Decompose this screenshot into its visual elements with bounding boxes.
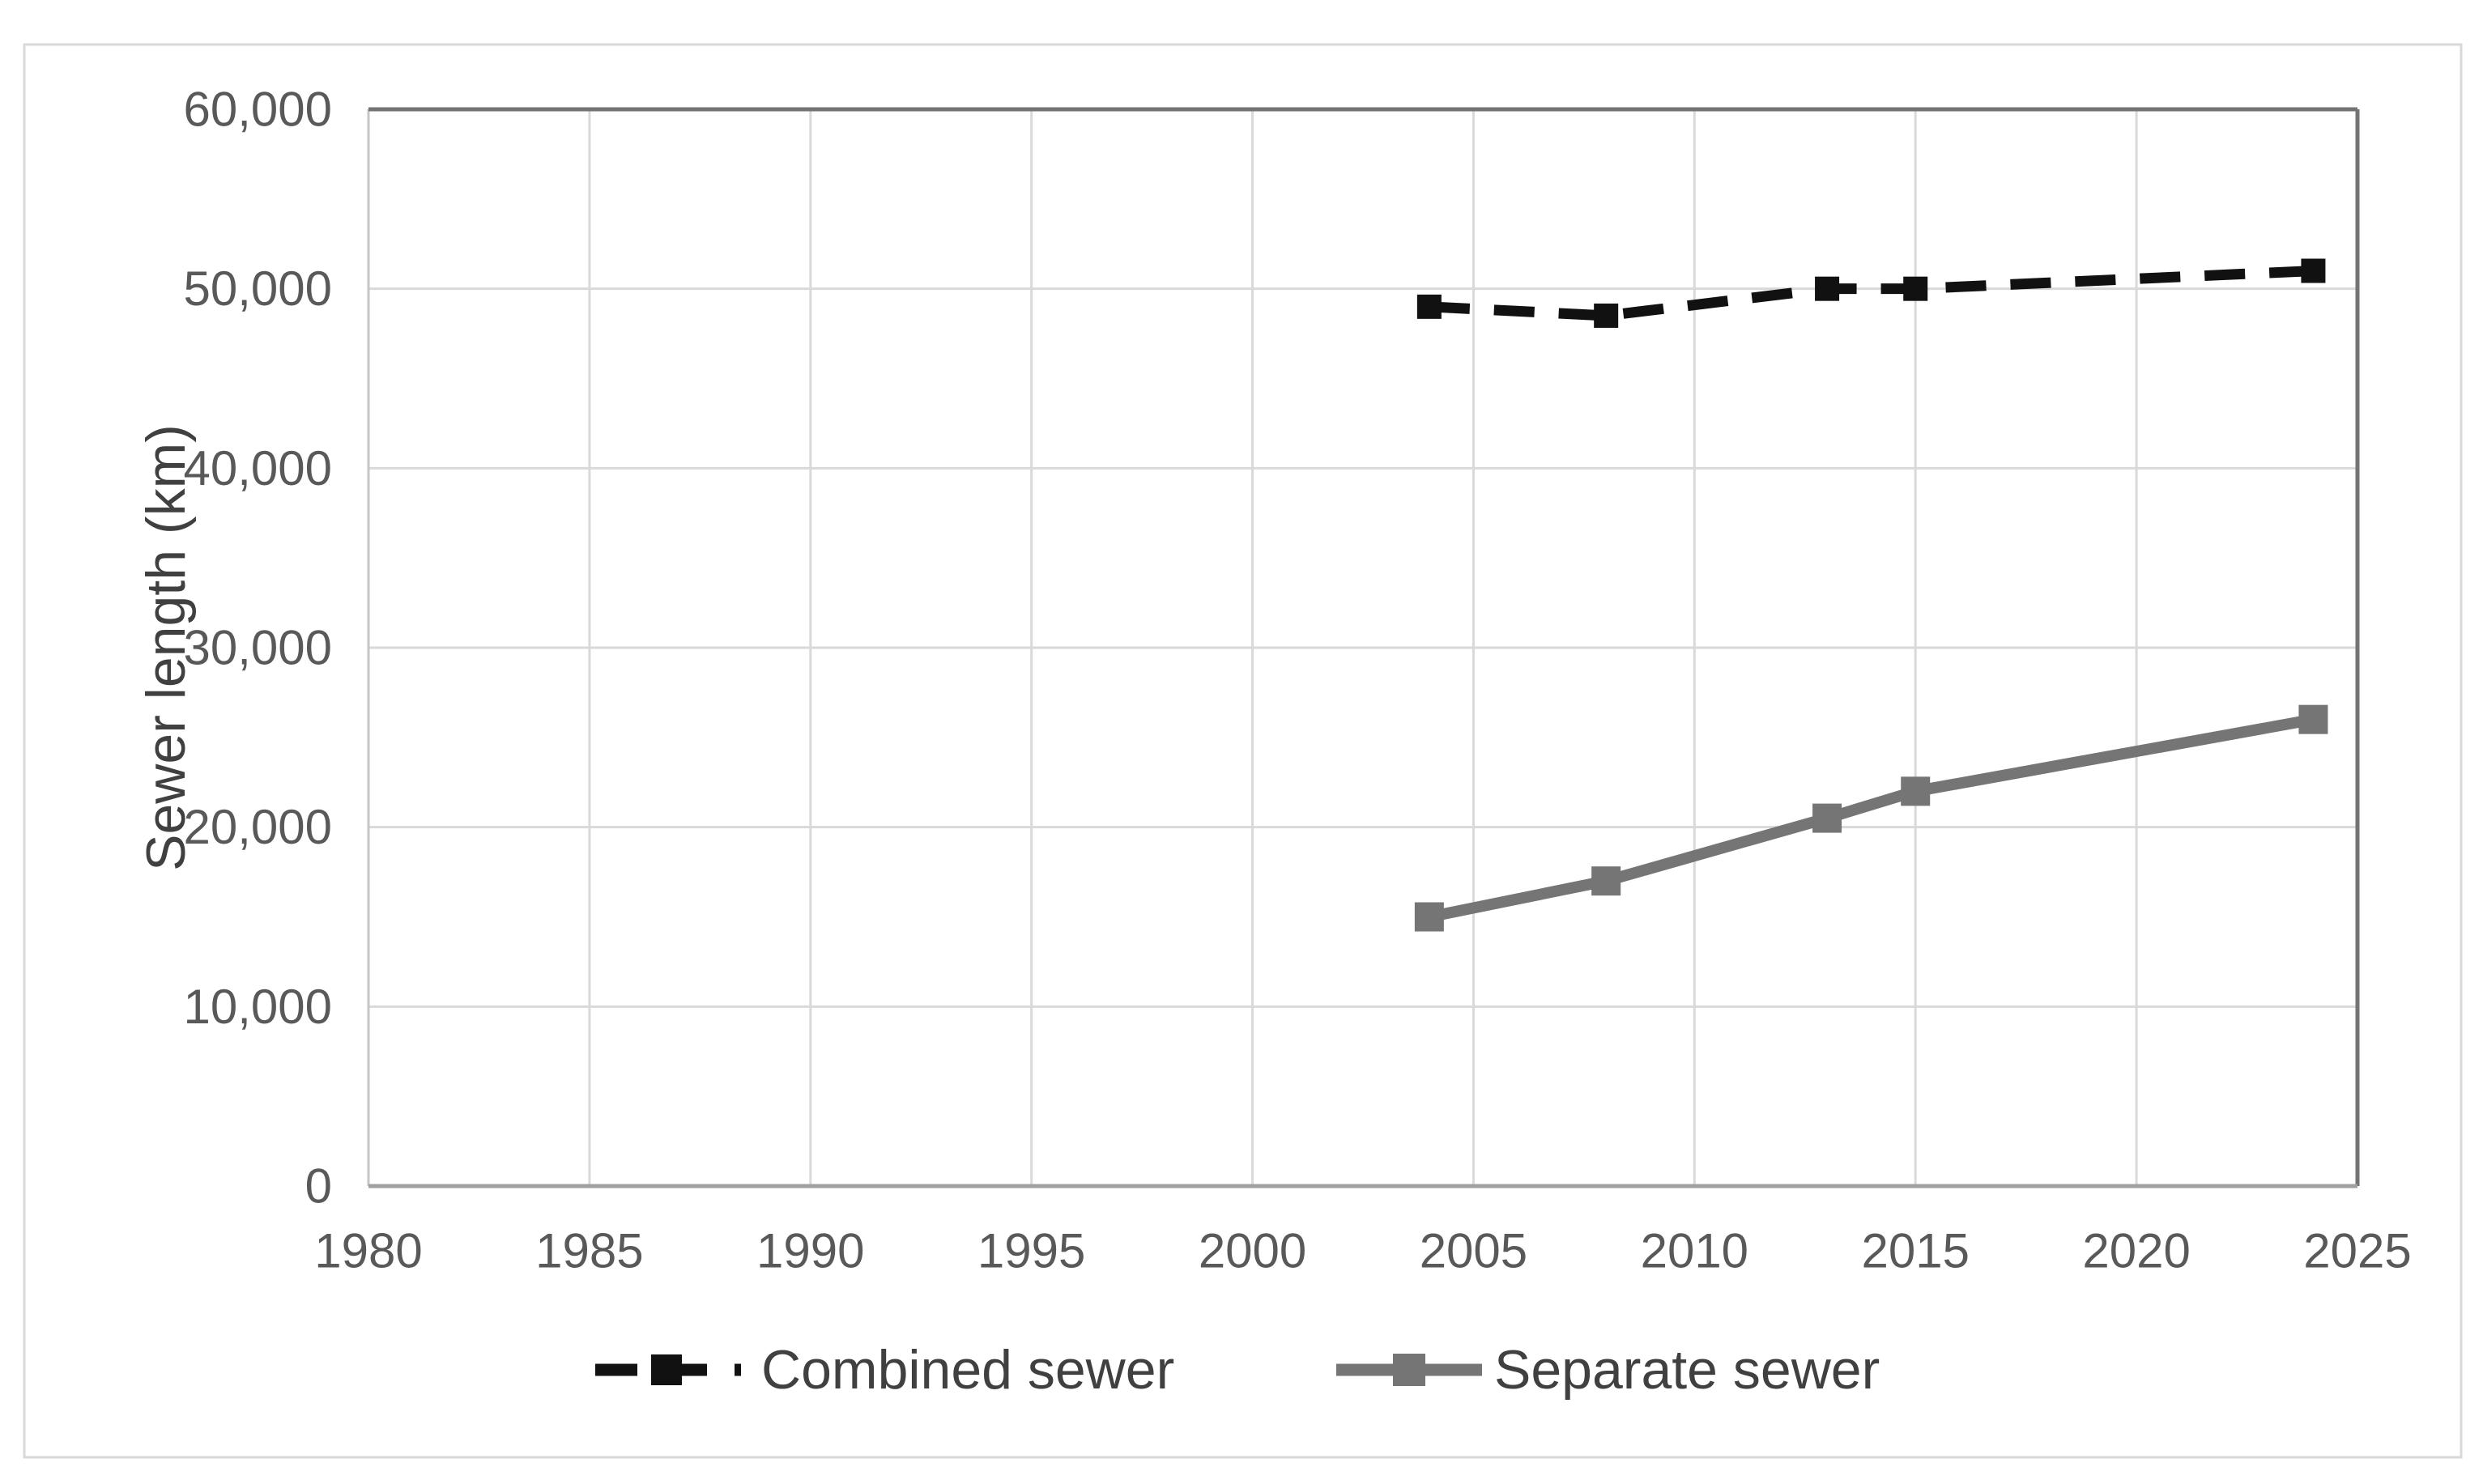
legend-combined-sewer-marker-sample — [651, 1354, 682, 1385]
x-tick-label: 1995 — [977, 1224, 1085, 1278]
x-tick-label: 1980 — [314, 1224, 422, 1278]
separate-sewer-marker — [1812, 803, 1842, 833]
y-axis-title: Sewer length (km) — [135, 424, 197, 871]
x-tick-label: 1990 — [756, 1224, 864, 1278]
x-tick-label: 2000 — [1199, 1224, 1306, 1278]
x-tick-label: 1985 — [535, 1224, 643, 1278]
y-tick-label: 50,000 — [183, 262, 332, 316]
y-tick-label: 40,000 — [183, 441, 332, 495]
separate-sewer-marker — [1901, 776, 1931, 806]
combined-sewer-marker — [1594, 303, 1619, 328]
separate-sewer-marker — [1414, 902, 1444, 932]
legend-combined-sewer-label: Combined sewer — [761, 1339, 1174, 1401]
separate-sewer-marker — [1591, 866, 1621, 896]
x-tick-label: 2025 — [2303, 1224, 2411, 1278]
separate-sewer-marker — [2298, 704, 2328, 734]
x-tick-label: 2010 — [1641, 1224, 1748, 1278]
y-tick-label: 60,000 — [183, 83, 332, 137]
combined-sewer-marker — [1903, 276, 1928, 301]
combined-sewer-marker — [2301, 258, 2326, 283]
y-tick-label: 20,000 — [183, 800, 332, 854]
figure-border — [23, 43, 2463, 1459]
x-tick-label: 2005 — [1420, 1224, 1527, 1278]
legend-separate-sewer-marker-sample — [1393, 1354, 1425, 1386]
legend-separate-sewer-label: Separate sewer — [1494, 1339, 1880, 1401]
combined-sewer-marker — [1815, 276, 1840, 301]
x-tick-label: 2015 — [1861, 1224, 1969, 1278]
x-tick-label: 2020 — [2082, 1224, 2190, 1278]
y-tick-label: 30,000 — [183, 621, 332, 675]
combined-sewer-marker — [1416, 294, 1442, 319]
separate-sewer-line — [1428, 713, 2315, 923]
y-tick-label: 0 — [305, 1159, 332, 1214]
combined-sewer-line — [1429, 266, 2314, 321]
y-tick-label: 10,000 — [183, 980, 332, 1034]
